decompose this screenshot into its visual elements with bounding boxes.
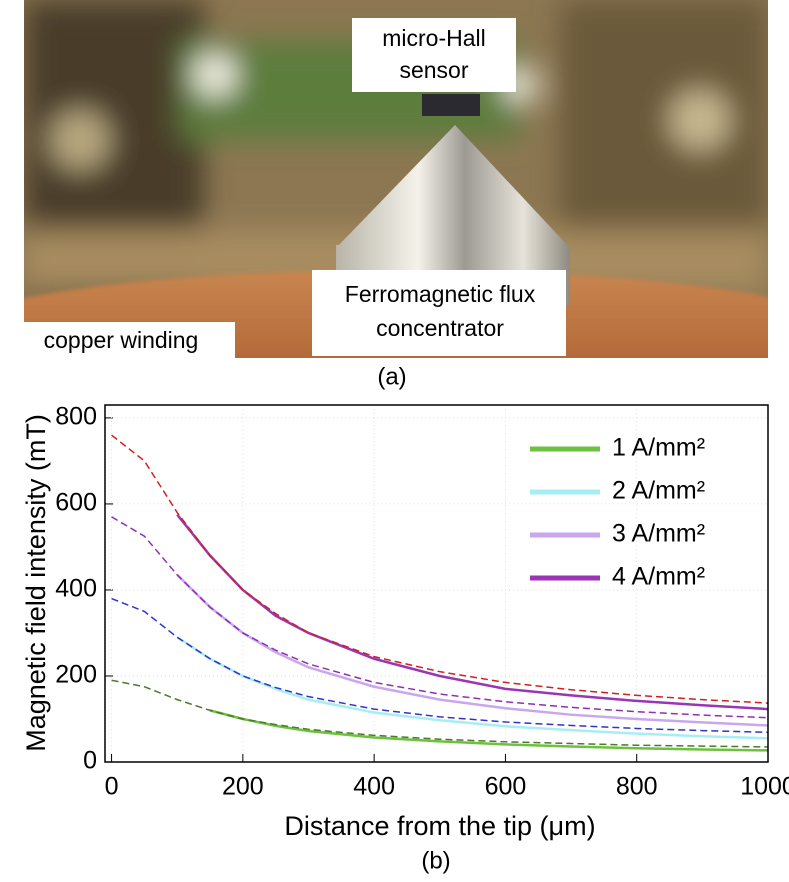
x-tick-label: 600 xyxy=(485,773,527,801)
sensor-label: micro-Hall xyxy=(382,25,486,51)
caption: (b) xyxy=(421,847,450,874)
x-tick-label: 800 xyxy=(616,773,658,801)
simulated-line xyxy=(111,679,769,748)
concentrator-label: Ferromagnetic flux xyxy=(345,281,536,307)
x-tick-label: 400 xyxy=(353,773,395,801)
y-tick-label: 400 xyxy=(55,575,97,603)
simulated-line xyxy=(111,434,769,704)
y-tick-label: 600 xyxy=(55,489,97,517)
caption: (a) xyxy=(377,363,406,390)
simulated-line xyxy=(111,597,769,734)
legend-label: 3 A/mm² xyxy=(612,520,705,548)
y-tick-label: 0 xyxy=(83,747,97,775)
plot-frame xyxy=(104,404,769,763)
winding-label: copper winding xyxy=(44,327,199,353)
sensor-label: sensor xyxy=(399,57,468,83)
concentrator-label: concentrator xyxy=(376,315,504,341)
y-axis-title: Magnetic field intensity (mT) xyxy=(21,414,51,752)
y-tick-label: 200 xyxy=(55,661,97,689)
legend-label: 1 A/mm² xyxy=(612,434,705,462)
x-tick-label: 0 xyxy=(105,773,119,801)
x-axis-title: Distance from the tip (μm) xyxy=(284,811,595,841)
y-tick-label: 800 xyxy=(55,403,97,431)
measured-line xyxy=(176,513,769,711)
x-tick-label: 1000 xyxy=(740,773,789,801)
measured-line xyxy=(209,709,769,752)
legend-label: 4 A/mm² xyxy=(612,563,705,591)
legend-label: 2 A/mm² xyxy=(612,477,705,505)
x-tick-label: 200 xyxy=(222,773,264,801)
